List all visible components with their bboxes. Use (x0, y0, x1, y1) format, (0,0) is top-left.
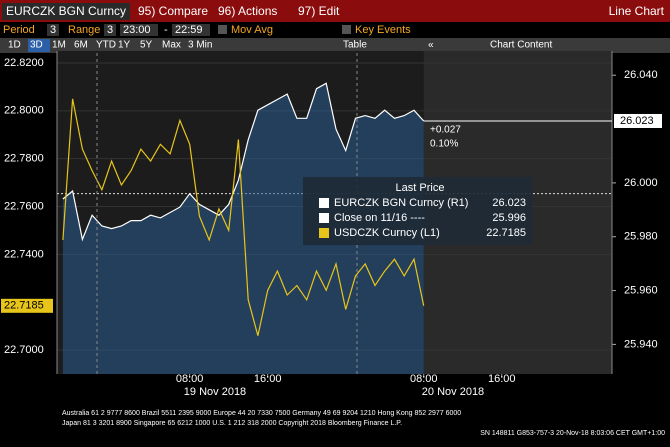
field[interactable] (104, 24, 116, 36)
legend-box (303, 177, 532, 245)
y2-tick-label: 25.980 (624, 231, 658, 243)
field[interactable] (120, 24, 158, 36)
active-period (28, 39, 50, 52)
security-box[interactable] (2, 3, 130, 20)
y-tick-label: 22.8000 (4, 105, 44, 117)
setting-value[interactable]: 22:59 (175, 24, 203, 36)
change: +0.027 (430, 125, 461, 136)
setting-label: Range (68, 24, 100, 36)
x-tick-label: 08:00 (410, 373, 438, 385)
footer: Australia 61 2 9777 8600 Brazil 5511 239… (62, 410, 461, 417)
period-button[interactable]: 1D (8, 40, 21, 51)
legend-title: Last Price (396, 182, 445, 194)
legend-label: EURCZK BGN Curncy (R1) (334, 197, 468, 209)
period-button[interactable]: Max (162, 40, 181, 51)
y2-tick-label: 25.940 (624, 338, 658, 350)
field[interactable] (47, 24, 59, 36)
period-button[interactable]: 3D (30, 40, 43, 51)
x-tick-label: 16:00 (254, 373, 282, 385)
y-tick-label: 22.7000 (4, 344, 44, 356)
periods: 1D 3D 1M 6M YTD 1Y 5Y Max 3 Min (8, 40, 212, 51)
last-tag-label: 26.023 (620, 115, 654, 127)
legend-label: USDCZK Curncy (L1) (334, 227, 440, 239)
y2-tick-label: 25.960 (624, 284, 658, 296)
period-button[interactable]: 3 Min (188, 40, 212, 51)
y-tick-label: 22.7400 (4, 248, 44, 260)
period-button[interactable]: 1Y (118, 40, 131, 51)
toolbar (0, 38, 670, 53)
x-tick-label: 16:00 (488, 373, 516, 385)
setting-value[interactable]: 3 (107, 24, 113, 36)
y2-tick-label: 26.000 (624, 177, 658, 189)
period-button[interactable]: 6M (74, 40, 88, 51)
legend: Last Price EURCZK BGN Curncy (R1) 26.023 C… (303, 177, 532, 245)
y-tick-label: 22.7600 (4, 200, 44, 212)
legend-swatch[interactable] (319, 228, 329, 238)
checkbox[interactable] (218, 25, 227, 34)
legend-label: Close on 11/16 ---- (334, 212, 425, 224)
last-tag-label: 22.7185 (4, 300, 44, 312)
footer: SN 148811 G853-757-3 20-Nov-18 8:03:06 C… (480, 430, 665, 437)
tool[interactable]: Table (343, 40, 367, 51)
date-label: 19 Nov 2018 (184, 386, 246, 398)
last-tag (1, 298, 53, 313)
footer: Japan 81 3 3201 8900 Singapore 65 6212 1… (62, 420, 402, 427)
last-tag (614, 113, 662, 128)
collapse[interactable]: « (428, 40, 434, 51)
period-button[interactable]: 1M (52, 40, 66, 51)
x-tick-label: 08:00 (176, 373, 204, 385)
menu-button[interactable]: 96) Actions (218, 4, 277, 18)
field[interactable] (172, 24, 210, 36)
setting-value[interactable]: 23:00 (123, 24, 151, 36)
tool[interactable]: Chart Content (490, 40, 552, 51)
y-tick-label: 22.8200 (4, 57, 44, 69)
legend-value: 26.023 (492, 197, 526, 209)
setting-value[interactable]: 3 (50, 24, 56, 36)
change-pct: 0.10% (430, 139, 458, 150)
legend-swatch[interactable] (319, 198, 329, 208)
period-button[interactable]: 5Y (140, 40, 153, 51)
menu-button[interactable]: 97) Edit (298, 4, 340, 18)
security[interactable]: EURCZK BGN Curncy (6, 4, 126, 18)
checkbox[interactable] (342, 25, 351, 34)
legend-value: 25.996 (492, 212, 526, 224)
setting-sep: - (164, 24, 168, 36)
setting-label[interactable]: Key Events (355, 24, 411, 36)
setting-label[interactable]: Mov Avg (231, 24, 273, 36)
legend-swatch[interactable] (319, 213, 329, 223)
menu-button[interactable]: 95) Compare (138, 4, 208, 18)
period-button[interactable]: YTD (96, 40, 116, 51)
legend-value: 22.7185 (486, 227, 526, 239)
view-name: Line Chart (609, 4, 665, 18)
title-bar (0, 0, 670, 22)
line (62, 82, 425, 242)
y2-tick-label: 26.040 (624, 69, 658, 81)
date-label: 20 Nov 2018 (422, 386, 484, 398)
setting-label: Period (3, 24, 35, 36)
line (62, 98, 425, 336)
y-tick-label: 22.7800 (4, 153, 44, 165)
